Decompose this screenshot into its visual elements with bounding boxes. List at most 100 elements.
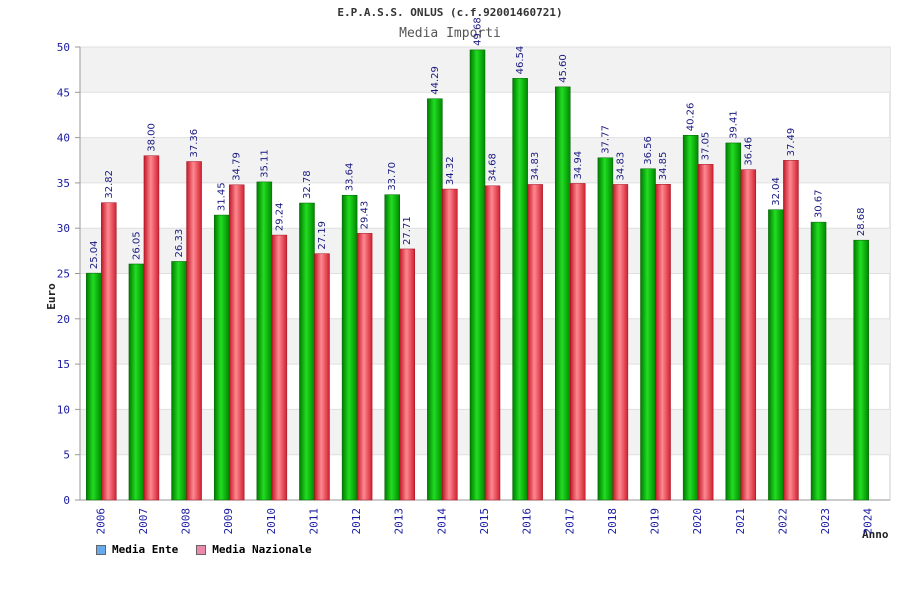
bar-value-label: 35.11 xyxy=(259,149,270,178)
bar-media-ente xyxy=(128,263,145,501)
bar-media-nazionale xyxy=(442,188,458,501)
bar-value-label: 34.85 xyxy=(658,152,669,181)
x-axis-label: Anno xyxy=(862,528,889,541)
bar-media-ente xyxy=(171,261,187,501)
bar-value-label: 46.54 xyxy=(515,46,526,75)
legend-swatch-media-nazionale xyxy=(196,544,207,555)
x-tick-label: 2019 xyxy=(649,508,662,535)
bar-value-label: 32.82 xyxy=(104,170,115,199)
chart-legend: Media Ente Media Nazionale xyxy=(96,543,312,556)
x-tick-label: 2017 xyxy=(563,508,576,535)
bar-media-ente xyxy=(555,86,571,501)
bar-value-label: 40.26 xyxy=(686,103,697,132)
y-tick-label: 15 xyxy=(57,358,70,371)
bar-media-nazionale xyxy=(612,184,629,501)
bar-media-nazionale xyxy=(314,253,330,501)
bar-value-label: 36.56 xyxy=(643,136,654,165)
bar-value-label: 34.32 xyxy=(445,156,456,185)
bar-media-ente xyxy=(725,142,742,501)
bar-media-ente xyxy=(86,272,102,501)
legend-label-media-nazionale: Media Nazionale xyxy=(212,543,312,556)
bar-media-ente xyxy=(768,209,784,501)
x-tick-label: 2023 xyxy=(819,508,832,535)
bar-value-label: 26.05 xyxy=(131,231,142,260)
bar-media-ente xyxy=(256,181,273,501)
x-tick-label: 2009 xyxy=(222,508,235,535)
x-tick-label: 2024 xyxy=(862,508,875,535)
x-tick-label: 2006 xyxy=(94,508,107,535)
bar-media-nazionale xyxy=(186,161,202,501)
legend-swatch-media-ente xyxy=(96,544,106,555)
x-tick-label: 2013 xyxy=(393,508,406,535)
chart-subtitle: Media Importi xyxy=(399,26,501,41)
bar-value-label: 33.70 xyxy=(387,162,398,191)
bar-value-label: 34.79 xyxy=(232,152,243,181)
bar-media-ente xyxy=(597,157,614,501)
y-tick-label: 45 xyxy=(57,86,70,99)
y-tick-label: 10 xyxy=(57,403,70,416)
bar-value-label: 27.19 xyxy=(317,221,328,250)
bar-value-label: 25.04 xyxy=(89,240,100,269)
bar-media-ente xyxy=(213,214,230,501)
legend-label-media-ente: Media Ente xyxy=(112,543,179,556)
bar-media-nazionale xyxy=(271,234,288,501)
bar-media-ente xyxy=(299,202,315,501)
y-tick-label: 20 xyxy=(57,313,70,326)
legend-item-media-nazionale: Media Nazionale xyxy=(196,543,312,556)
x-tick-label: 2020 xyxy=(691,508,704,535)
bar-media-nazionale xyxy=(228,184,245,501)
x-tick-label: 2008 xyxy=(180,508,193,535)
bar-media-ente xyxy=(810,221,827,501)
bar-value-label: 44.29 xyxy=(430,66,441,95)
x-tick-label: 2014 xyxy=(435,508,448,535)
bar-value-label: 34.83 xyxy=(615,152,626,181)
bar-value-label: 34.68 xyxy=(488,153,499,182)
legend-item-media-ente: Media Ente xyxy=(96,543,178,556)
bar-media-ente xyxy=(640,168,656,501)
bar-media-ente xyxy=(512,78,528,501)
bar-media-ente xyxy=(341,194,358,501)
bar-media-nazionale xyxy=(143,155,160,501)
bar-value-label: 27.71 xyxy=(402,216,413,245)
bar-value-label: 38.00 xyxy=(146,123,157,152)
bar-media-nazionale xyxy=(399,248,415,501)
bar-media-nazionale xyxy=(697,164,714,501)
bar-value-label: 29.43 xyxy=(360,201,371,230)
x-tick-label: 2012 xyxy=(350,508,363,535)
bar-media-nazionale xyxy=(783,160,799,501)
bar-media-nazionale xyxy=(527,184,543,501)
x-tick-label: 2011 xyxy=(307,508,320,535)
y-tick-label: 25 xyxy=(57,268,70,281)
y-tick-label: 0 xyxy=(63,494,70,507)
bar-value-label: 37.49 xyxy=(786,128,797,157)
bar-value-label: 45.60 xyxy=(558,54,569,83)
bar-value-label: 30.67 xyxy=(814,189,825,218)
bar-value-label: 37.77 xyxy=(600,125,611,154)
chart-title: E.P.A.S.S. ONLUS (c.f.92001460721) xyxy=(337,6,563,19)
bar-value-label: 32.78 xyxy=(302,170,313,199)
bar-value-label: 36.46 xyxy=(743,137,754,166)
bar-media-ente xyxy=(384,194,400,501)
bar-value-label: 37.36 xyxy=(189,129,200,158)
y-tick-label: 35 xyxy=(57,177,70,190)
y-tick-label: 5 xyxy=(63,449,70,462)
x-tick-label: 2018 xyxy=(606,508,619,535)
bar-media-nazionale xyxy=(570,183,586,501)
x-tick-label: 2021 xyxy=(734,508,747,535)
bar-value-label: 26.33 xyxy=(174,229,185,258)
bar-value-label: 34.83 xyxy=(530,152,541,181)
bar-media-ente xyxy=(853,239,869,501)
x-tick-label: 2022 xyxy=(776,508,789,535)
bar-value-label: 31.45 xyxy=(217,182,228,211)
bar-value-label: 39.41 xyxy=(728,110,739,139)
bar-value-label: 32.04 xyxy=(771,177,782,206)
bar-value-label: 33.64 xyxy=(345,163,356,192)
x-tick-label: 2016 xyxy=(521,508,534,535)
bar-media-ente xyxy=(427,98,443,501)
bar-value-label: 37.05 xyxy=(701,132,712,161)
bar-media-nazionale xyxy=(484,185,501,501)
y-tick-label: 40 xyxy=(57,132,70,145)
x-tick-label: 2010 xyxy=(265,508,278,535)
